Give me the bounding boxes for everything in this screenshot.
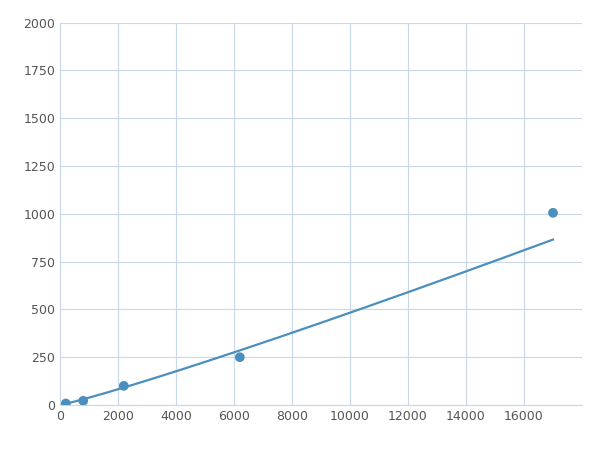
Point [119,382,128,390]
Point [235,354,245,361]
Point [61,400,71,407]
Point [79,397,88,405]
Point [548,209,558,216]
